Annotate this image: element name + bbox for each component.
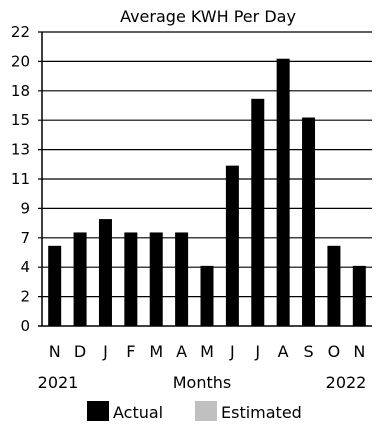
- x-axis-label: Months: [173, 373, 231, 392]
- y-tick-label: 11: [11, 170, 30, 188]
- y-tick-label: 9: [20, 199, 30, 217]
- bars-actual: [48, 58, 366, 327]
- y-tick-label: 20: [11, 52, 30, 70]
- y-tick-label: 22: [11, 23, 30, 41]
- bar: [124, 232, 138, 326]
- x-category-label: N: [49, 342, 61, 361]
- x-category-label: F: [126, 342, 135, 361]
- y-tick-label: 18: [11, 82, 30, 100]
- x-category-label: M: [200, 342, 214, 361]
- grid-lines: [38, 31, 372, 298]
- legend-label-estimated: Estimated: [221, 403, 302, 422]
- x-category-label: N: [353, 342, 365, 361]
- legend: Actual Estimated: [87, 401, 302, 422]
- bar: [48, 245, 62, 326]
- legend-swatch-actual: [87, 401, 109, 421]
- x-category-label: M: [149, 342, 163, 361]
- legend-swatch-estimated: [195, 401, 217, 421]
- x-category-label: O: [328, 342, 341, 361]
- y-tick-label: 13: [11, 141, 30, 159]
- legend-label-actual: Actual: [113, 403, 163, 422]
- y-tick-labels: 0 2 4 7 9 11 13 15 18 20 22: [11, 23, 30, 335]
- y-tick-label: 7: [20, 229, 30, 247]
- bar: [175, 232, 189, 326]
- bar: [352, 265, 366, 326]
- bar: [225, 165, 239, 326]
- y-tick-label: 4: [20, 258, 30, 276]
- bar: [251, 98, 265, 327]
- axes: [38, 32, 372, 327]
- y-tick-label: 15: [11, 111, 30, 129]
- x-category-label: J: [102, 342, 108, 361]
- chart-title: Average KWH Per Day: [120, 7, 296, 26]
- year-end-label: 2022: [326, 373, 367, 392]
- x-category-label: D: [74, 342, 86, 361]
- bar: [149, 232, 163, 326]
- bar: [98, 219, 112, 326]
- y-tick-label: 0: [20, 317, 30, 335]
- x-category-label: J: [229, 342, 235, 361]
- year-start-label: 2021: [38, 373, 79, 392]
- y-tick-label: 2: [20, 288, 30, 306]
- x-category-label: A: [278, 342, 289, 361]
- bar: [302, 117, 316, 326]
- bar: [200, 265, 214, 326]
- x-category-label: A: [176, 342, 187, 361]
- x-category-label: J: [254, 342, 260, 361]
- bar: [73, 232, 87, 326]
- x-category-label: S: [303, 342, 313, 361]
- bar: [276, 58, 290, 327]
- bar: [327, 245, 341, 326]
